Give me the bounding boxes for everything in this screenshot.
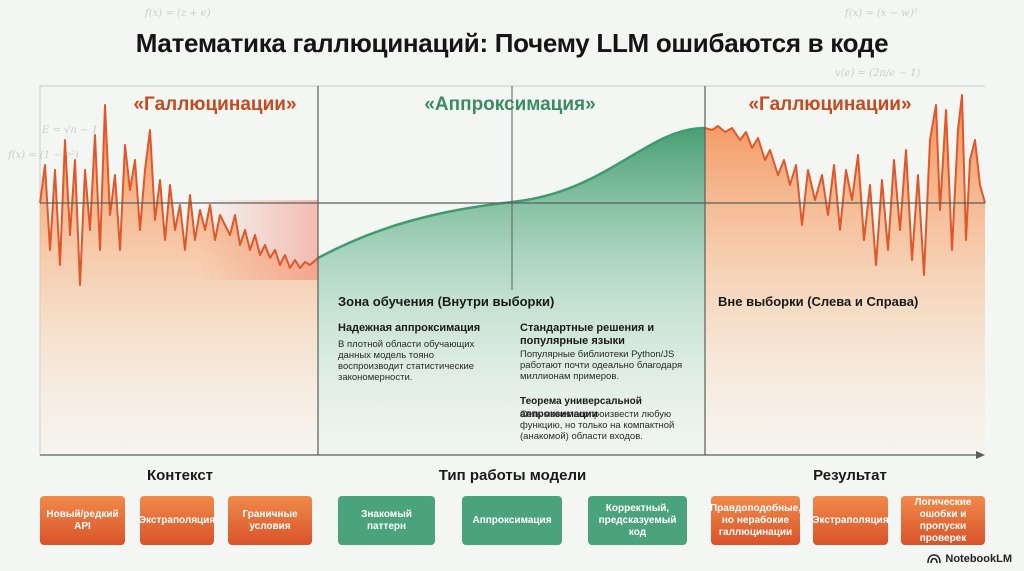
background-formula: v(e) = (2π/e − 1): [835, 68, 921, 79]
chip-boundary-conditions: Граничные условия: [228, 496, 312, 545]
chip-new-rare-api: Новый/редкий API: [40, 496, 125, 545]
result-header: Результат: [813, 467, 887, 484]
page-title: Математика галлюцинаций: Почему LLM ошиб…: [135, 28, 889, 58]
block-title-reliable-approx: Надежная аппроксимация: [338, 322, 481, 334]
left-hallucination-fill: [40, 105, 318, 455]
chip-extrapolation-context: Экстраполяция: [139, 496, 215, 545]
right-hallucination-fill: [705, 95, 985, 455]
background-formula: f(x) = (z + e): [145, 8, 211, 19]
logo-text: NotebookLM: [945, 553, 1012, 565]
chip-approximation: Аппроксимация: [462, 496, 562, 545]
block-title-universal-theorem: Теорема универсальной аппроксимации: [520, 396, 642, 420]
training-zone-heading: Зона обучения (Внутри выборки): [338, 294, 555, 309]
background-formula: E = √n − 1: [42, 125, 98, 136]
chip-correct-code: Корректный, предсказуемый код: [588, 496, 687, 545]
background-formula: f(x) = (1 − e²): [8, 150, 79, 161]
right-hallucination-line: [704, 94, 986, 276]
background-formula: f(x) = (x − w)²: [845, 8, 918, 19]
block-text-standard-solutions: Популярные библиотеки Python/JS работают…: [520, 349, 683, 382]
chip-plausible-hallucinations: Правдоподобные, но нерабокие галлюцинаци…: [710, 496, 801, 545]
approximation-fill: [318, 128, 705, 455]
right-region-label: «Галлюцинации»: [748, 94, 912, 115]
outside-zone-heading: Вне выборки (Слева и Справа): [718, 294, 919, 309]
center-region-label: «Аппроксимация»: [424, 94, 596, 115]
chip-logic-errors: Логические ошобки и пропуски проверек: [901, 496, 985, 545]
left-hallucination-line: [39, 104, 319, 286]
left-region-label: «Галлюцинации»: [133, 94, 297, 115]
block-title-standard-solutions: Стандартные решения и популярные языки: [520, 322, 655, 347]
context-header: Контекст: [146, 467, 214, 484]
block-text-reliable-approx: В плотной области обучающих данных модел…: [338, 339, 475, 383]
notebooklm-icon: [927, 554, 942, 564]
model-work-type-header: Тип работы модели: [438, 467, 587, 484]
notebooklm-logo: NotebookLM: [927, 553, 1012, 565]
block-text-universal-theorem: Сеть может воспроизвести любую функцию, …: [520, 409, 675, 442]
chip-extrapolation-result: Экстраполяция: [812, 496, 889, 545]
chip-familiar-pattern: Знакомый паттерн: [338, 496, 435, 545]
x-axis-arrow: [976, 451, 985, 459]
approximation-curve: [317, 126, 706, 260]
